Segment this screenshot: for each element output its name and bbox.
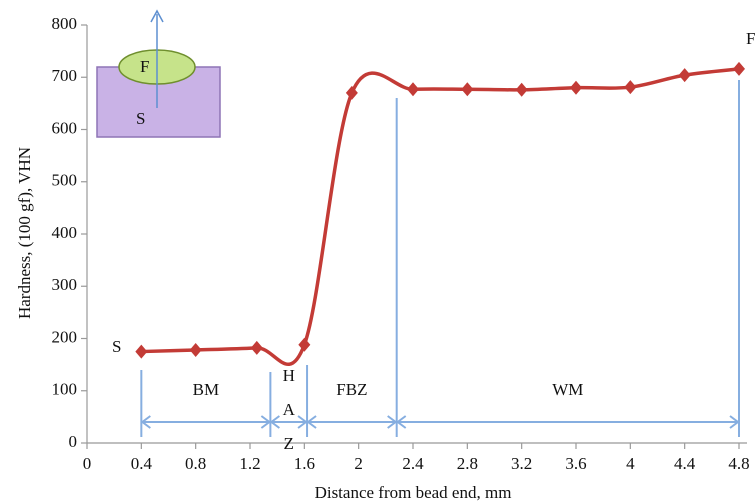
x-tick-label: 2.8 [457,454,478,473]
x-tick-label: 0.4 [131,454,153,473]
x-tick-label: 4.4 [674,454,696,473]
y-tick-label: 100 [52,380,78,399]
x-tick-label: 1.6 [294,454,315,473]
data-point [733,61,745,76]
y-tick-label: 800 [52,14,78,33]
data-point [461,82,474,97]
data-point [678,68,691,83]
zone-label: WM [552,380,583,399]
y-axis-label: Hardness, (100 gf), VHN [15,147,34,319]
zone-label: HAZ [279,366,298,468]
x-tick-label: 2.4 [402,454,424,473]
data-point [250,340,263,355]
x-tick-label: 3.6 [565,454,586,473]
zone-arrow-head [306,415,398,429]
inset-arrow-head [150,9,164,23]
x-tick-label: 2 [354,454,363,473]
start-label: S [112,337,121,356]
inset-top-label: F [140,57,149,76]
data-point [135,344,148,359]
y-tick-label: 400 [52,223,78,242]
end-label: F [746,29,755,48]
x-tick-label: 1.2 [239,454,260,473]
data-point [407,82,419,97]
y-tick-label: 500 [52,171,78,190]
zone-label: FBZ [336,380,367,399]
x-tick-label: 0.8 [185,454,206,473]
data-line [141,67,740,366]
data-point [570,80,582,95]
y-tick-label: 200 [52,327,78,346]
x-tick-label: 0 [83,454,92,473]
x-tick-label: 4 [626,454,635,473]
zone-label: BM [193,380,219,399]
data-point [298,337,311,352]
zone-arrow-head [396,415,740,429]
data-point [189,342,202,357]
x-tick-label: 3.2 [511,454,532,473]
x-tick-label: 4.8 [728,454,749,473]
inset-bottom-label: S [136,109,145,128]
y-tick-label: 0 [69,432,78,451]
y-tick-label: 700 [52,66,78,85]
x-axis-label: Distance from bead end, mm [315,483,512,502]
inset-diagram: F S [96,9,221,138]
zone-arrow-head [140,415,272,429]
y-tick-label: 300 [52,275,78,294]
zone-arrow-head [269,415,308,429]
y-tick-label: 600 [52,118,78,137]
data-point [345,85,358,100]
data-point [624,80,637,95]
data-point [515,82,528,97]
